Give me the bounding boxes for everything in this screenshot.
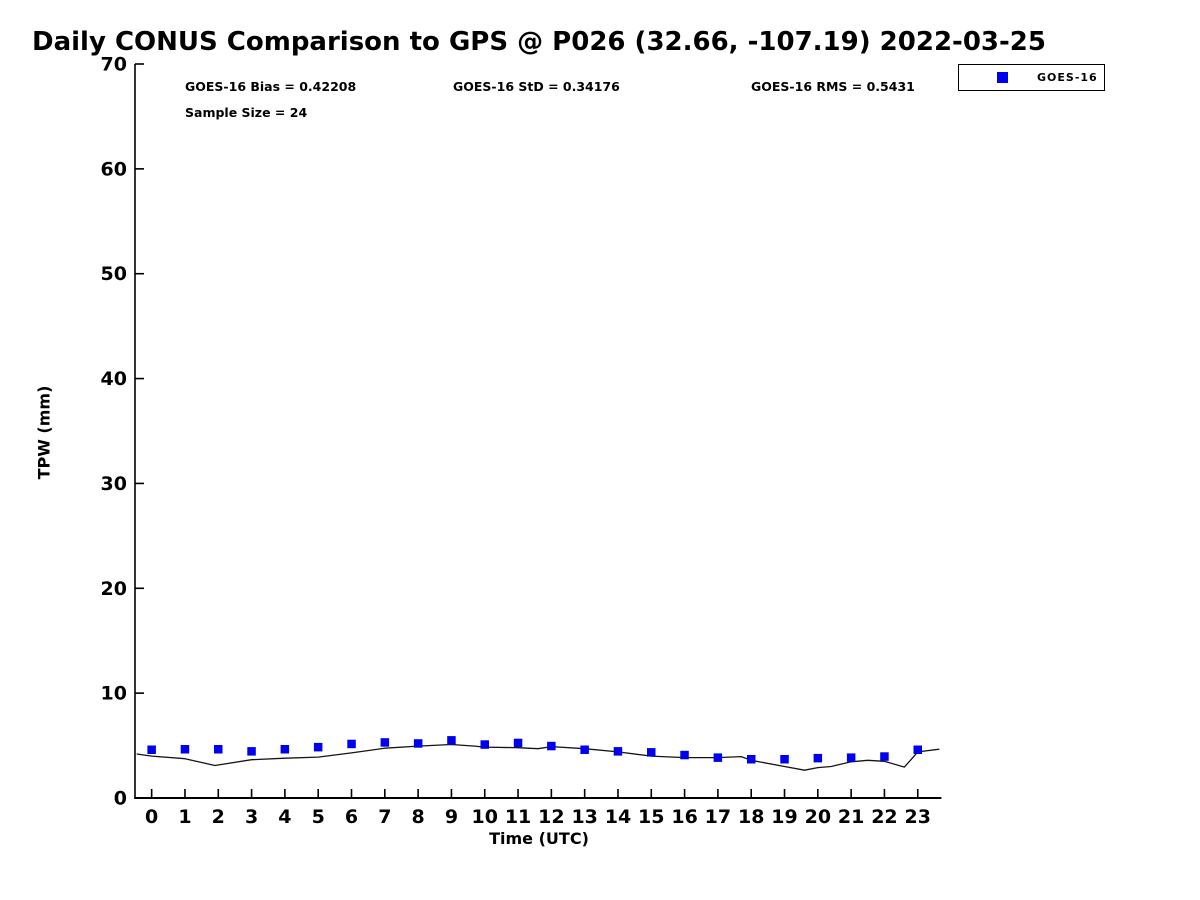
legend: GOES-16 — [958, 64, 1105, 91]
x-tick-label: 21 — [838, 806, 864, 828]
y-tick-label: 60 — [101, 158, 127, 180]
x-tick-label: 14 — [605, 806, 631, 828]
x-tick-label: 18 — [738, 806, 764, 828]
x-tick-label: 5 — [312, 806, 325, 828]
goes16-marker — [713, 753, 723, 762]
x-tick-label: 12 — [538, 806, 564, 828]
x-tick-label: 2 — [212, 806, 225, 828]
x-tick-label: 7 — [378, 806, 391, 828]
x-tick-label: 0 — [145, 806, 158, 828]
x-tick-label: 9 — [445, 806, 458, 828]
x-tick-label: 11 — [505, 806, 531, 828]
chart-title: Daily CONUS Comparison to GPS @ P026 (32… — [32, 27, 1046, 57]
goes16-marker — [813, 753, 823, 763]
y-tick-label: 10 — [101, 683, 127, 705]
goes16-marker — [780, 755, 789, 764]
goes16-marker — [447, 736, 456, 745]
x-tick-label: 13 — [571, 806, 597, 828]
goes16-marker — [313, 742, 323, 752]
y-tick-label: 30 — [101, 473, 127, 495]
goes16-marker — [347, 739, 356, 749]
y-tick-label: 0 — [114, 788, 127, 810]
y-tick-label: 70 — [101, 54, 127, 76]
x-tick-label: 23 — [905, 806, 931, 828]
legend-square-marker-icon — [997, 72, 1008, 83]
x-tick-label: 22 — [871, 806, 897, 828]
y-tick-label: 50 — [101, 263, 127, 285]
stat-bias: GOES-16 Bias = 0.42208 — [185, 79, 357, 94]
stat-sample-size: Sample Size = 24 — [185, 105, 308, 120]
y-tick-label: 20 — [101, 578, 127, 600]
goes16-marker — [180, 745, 190, 754]
x-tick-label: 17 — [705, 806, 731, 828]
goes16-marker — [680, 750, 689, 760]
goes16-marker — [580, 745, 589, 754]
goes16-marker — [413, 739, 423, 748]
x-tick-label: 4 — [278, 806, 291, 828]
x-tick-label: 20 — [805, 806, 831, 828]
x-axis-title: Time (UTC) — [489, 829, 589, 848]
x-tick-label: 6 — [345, 806, 358, 828]
legend-label-goes16: GOES-16 — [1037, 71, 1098, 84]
goes16-marker — [147, 745, 156, 754]
goes16-marker — [247, 747, 256, 756]
goes16-marker — [846, 753, 856, 762]
x-tick-label: 15 — [638, 806, 664, 828]
goes16-marker — [513, 738, 523, 748]
x-tick-label: 3 — [245, 806, 258, 828]
stat-std: GOES-16 StD = 0.34176 — [453, 79, 620, 94]
goes16-marker — [480, 740, 489, 749]
goes16-marker — [913, 745, 922, 754]
goes16-marker — [613, 747, 623, 756]
x-tick-label: 8 — [412, 806, 425, 828]
goes16-marker — [380, 738, 390, 747]
stat-rms: GOES-16 RMS = 0.5431 — [751, 79, 915, 94]
x-tick-label: 1 — [178, 806, 191, 828]
x-tick-label: 10 — [472, 806, 498, 828]
goes16-marker — [280, 745, 290, 754]
goes16-marker — [880, 752, 889, 761]
x-tick-label: 19 — [771, 806, 797, 828]
y-tick-label: 40 — [101, 368, 127, 390]
goes16-marker — [647, 748, 656, 757]
goes16-marker — [747, 755, 756, 764]
goes16-marker — [547, 741, 556, 751]
goes16-marker — [214, 745, 223, 754]
x-tick-label: 16 — [671, 806, 697, 828]
